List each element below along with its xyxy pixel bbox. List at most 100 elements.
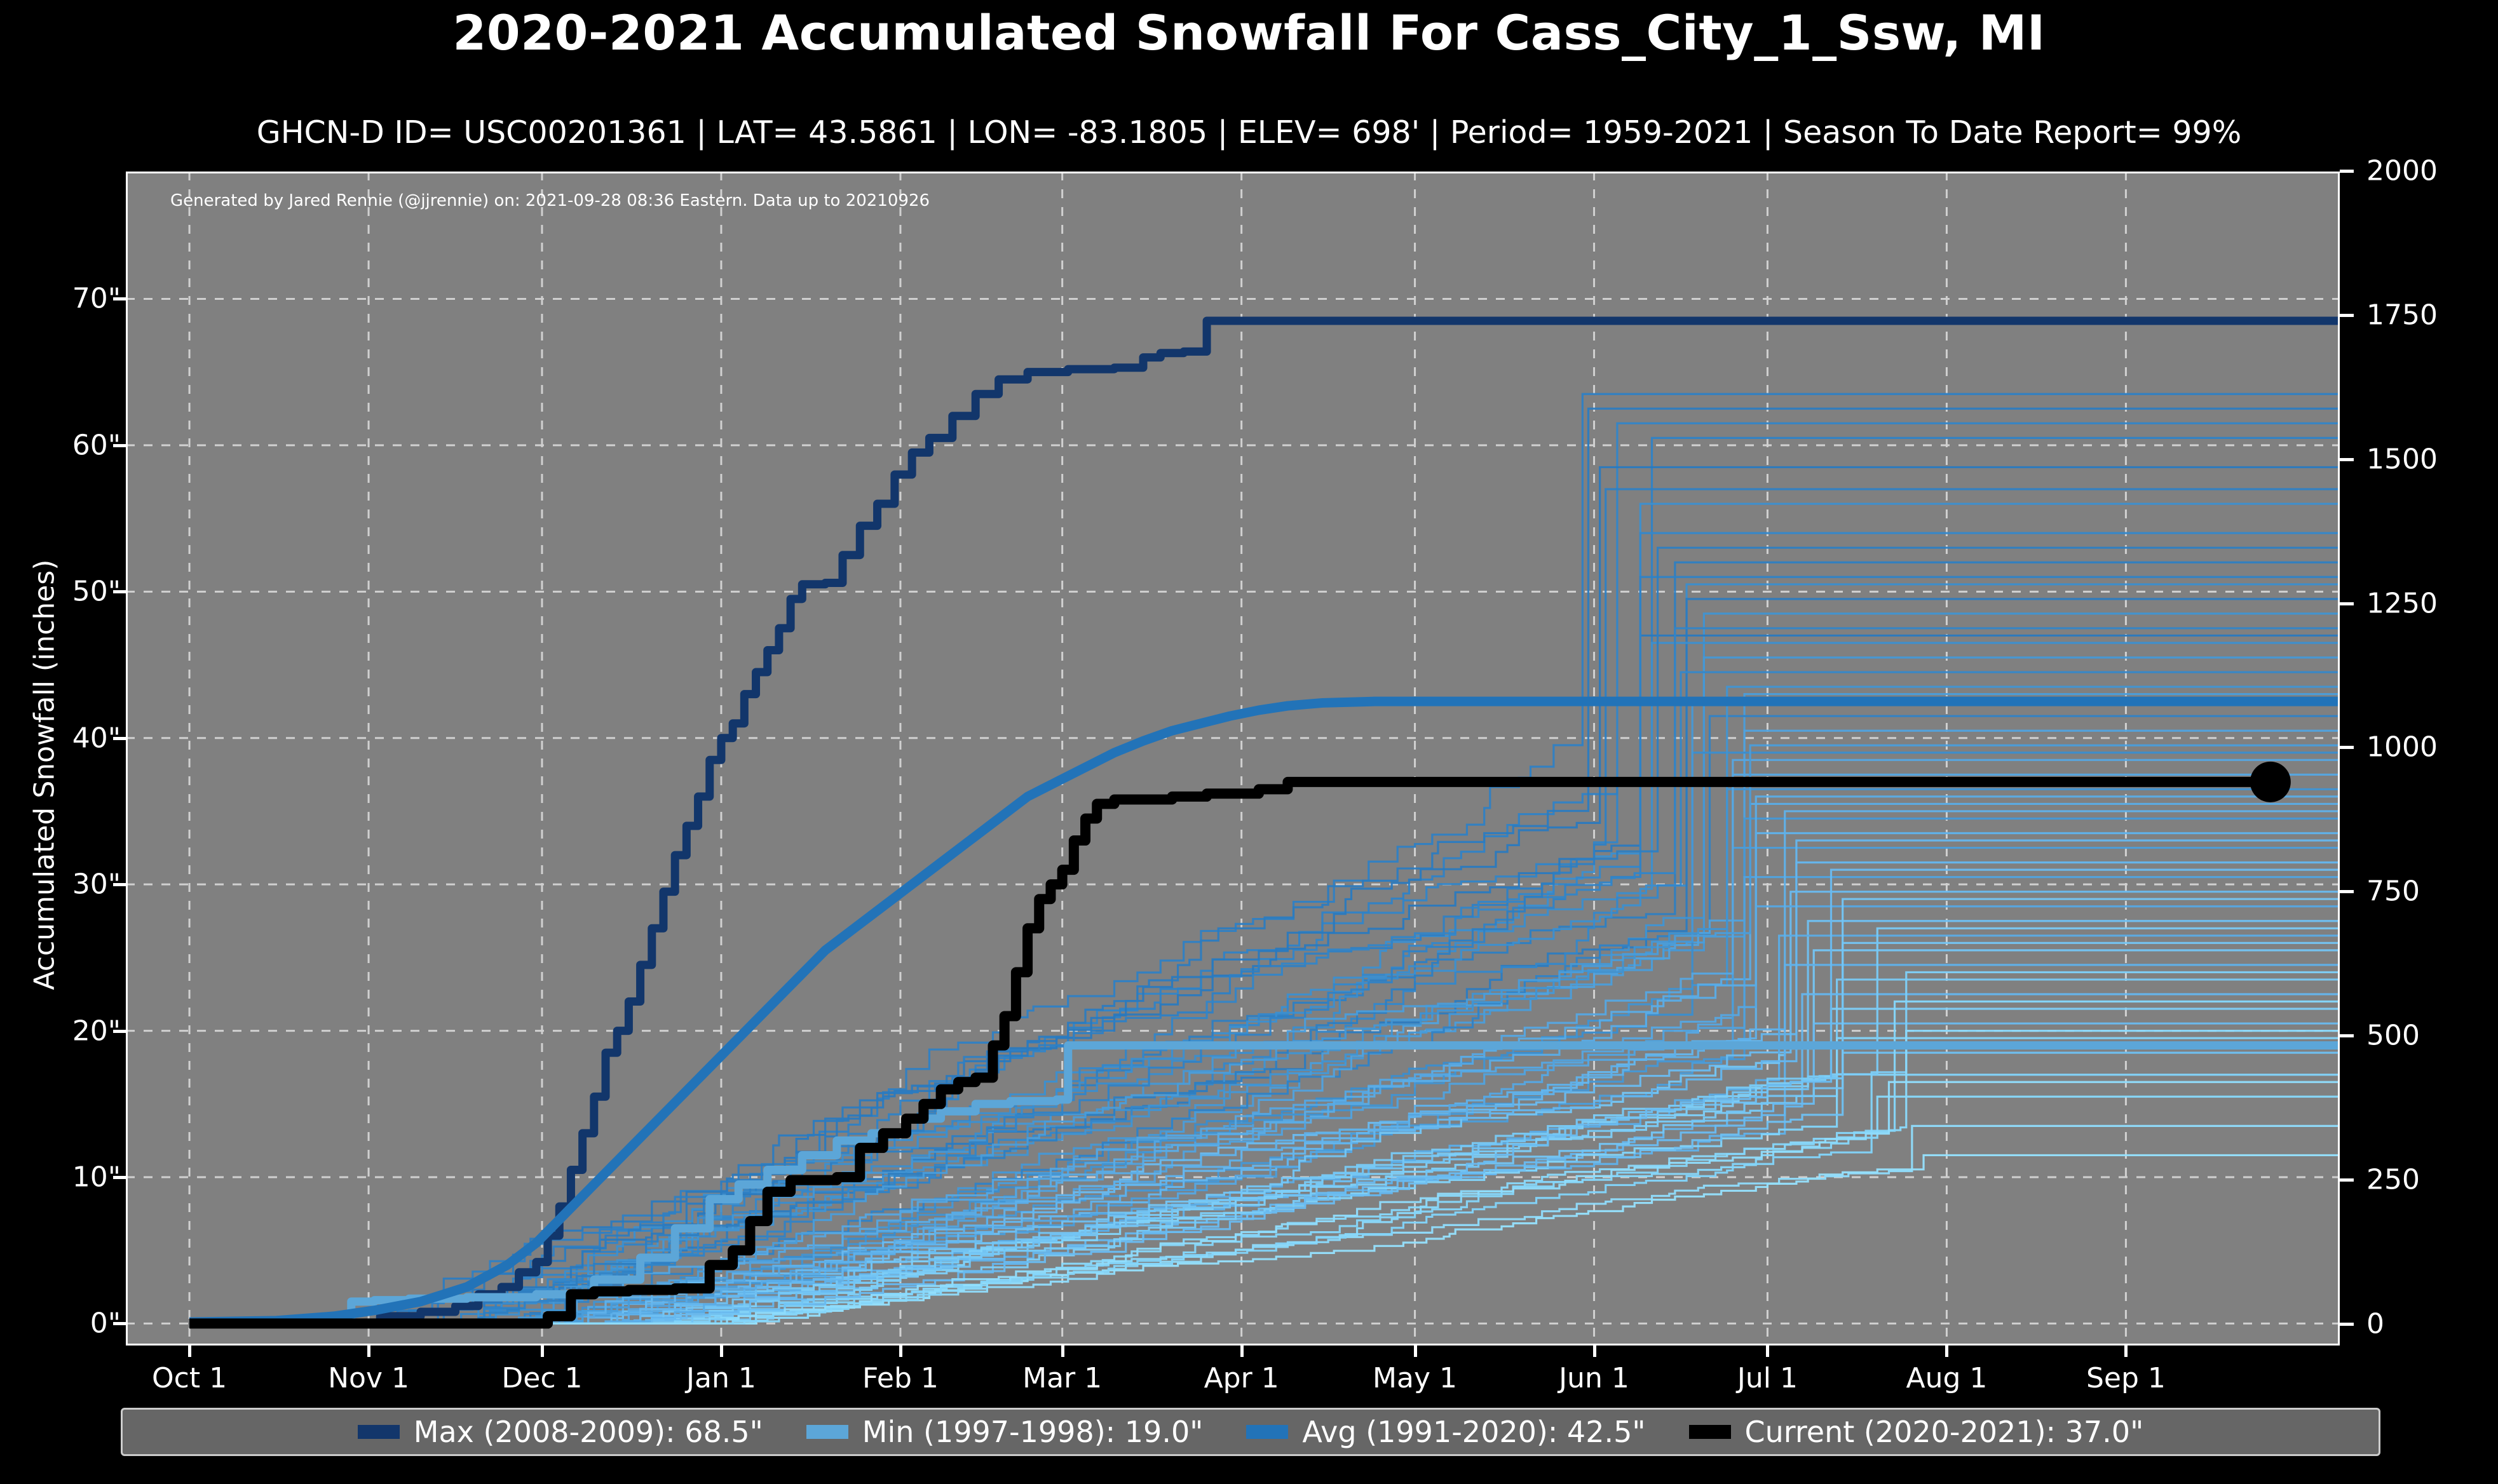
legend-item-avg[interactable]: Avg (1991-2020): 42.5": [1246, 1415, 1646, 1449]
historical-season-trace: [189, 422, 2340, 1325]
generated-by-annotation: Generated by Jared Rennie (@jjrennie) on…: [170, 191, 930, 210]
x-axis-tickmark: [1240, 1346, 1244, 1357]
legend-item-max[interactable]: Max (2008-2009): 68.5": [357, 1415, 763, 1449]
historical-season-trace: [189, 693, 2340, 1325]
y-axis-right-tick: 2000: [2366, 154, 2438, 187]
y-axis-left-tick: 0": [90, 1307, 121, 1340]
x-axis-tick: May 1: [1373, 1362, 1458, 1394]
y-axis-left-tick: 30": [72, 868, 121, 901]
legend-swatch-icon: [1688, 1425, 1731, 1439]
historical-season-trace: [189, 978, 2340, 1325]
y-axis-right-tickmark: [2340, 1322, 2354, 1326]
y-axis-left-tickmark: [113, 736, 126, 740]
y-axis-left-tickmark: [113, 443, 126, 447]
x-axis-tick: Sep 1: [2086, 1362, 2166, 1394]
x-axis-tickmark: [1766, 1346, 1770, 1357]
chart-subtitle: GHCN-D ID= USC00201361 | LAT= 43.5861 | …: [256, 114, 2242, 151]
x-axis-tick: Jan 1: [686, 1362, 756, 1394]
historical-season-trace: [189, 876, 2340, 1325]
y-axis-right-tickmark: [2340, 170, 2354, 173]
historical-season-trace: [189, 788, 2340, 1325]
x-axis-tick: Apr 1: [1204, 1362, 1279, 1394]
historical-season-trace: [189, 941, 2340, 1325]
x-axis-tickmark: [2124, 1346, 2128, 1357]
historical-season-trace: [189, 1154, 2340, 1325]
y-axis-left-tick: 60": [72, 429, 121, 462]
y-axis-right-tick: 1250: [2366, 587, 2438, 619]
y-axis-left-label: Accumulated Snowfall (inches): [28, 559, 61, 990]
plot-area: [126, 172, 2340, 1346]
x-axis-tick: Jul 1: [1737, 1362, 1798, 1394]
y-axis-left-tickmark: [113, 1176, 126, 1179]
historical-season-trace: [189, 891, 2340, 1325]
x-axis-tickmark: [1413, 1346, 1417, 1357]
y-axis-right-tick: 1000: [2366, 731, 2438, 764]
y-axis-left-tickmark: [113, 590, 126, 594]
x-axis-tick: Nov 1: [328, 1362, 409, 1394]
series-line-max: [189, 316, 2340, 1328]
x-axis-tickmark: [719, 1346, 723, 1357]
legend-item-min[interactable]: Min (1997-1998): 19.0": [806, 1415, 1204, 1449]
y-axis-left-tickmark: [113, 883, 126, 887]
y-axis-right-tick: 1750: [2366, 299, 2438, 332]
y-axis-right-tickmark: [2340, 1034, 2354, 1037]
y-axis-right-tick: 1500: [2366, 443, 2438, 476]
historical-season-trace: [189, 795, 2340, 1325]
historical-season-trace: [189, 1022, 2340, 1325]
historical-season-trace: [189, 1000, 2340, 1325]
x-axis-tickmark: [188, 1346, 192, 1357]
x-axis-tick: Jun 1: [1559, 1362, 1629, 1394]
y-axis-right-tick: 500: [2366, 1019, 2420, 1052]
legend-swatch-icon: [1246, 1425, 1289, 1439]
y-axis-right-tickmark: [2340, 1178, 2354, 1182]
chart-legend: Max (2008-2009): 68.5" Min (1997-1998): 1…: [121, 1408, 2380, 1456]
y-axis-right-tickmark: [2340, 602, 2354, 605]
historical-season-trace: [189, 576, 2340, 1325]
x-axis-tickmark: [1592, 1346, 1596, 1357]
x-axis-tickmark: [367, 1346, 371, 1357]
historical-season-trace: [189, 627, 2340, 1325]
y-axis-right-tickmark: [2340, 457, 2354, 461]
x-axis-tick: Feb 1: [862, 1362, 939, 1394]
y-axis-left-tickmark: [113, 1322, 126, 1326]
x-axis-tickmark: [1061, 1346, 1064, 1357]
legend-label: Current (2020-2021): 37.0": [1744, 1415, 2144, 1449]
historical-season-trace: [189, 868, 2340, 1325]
y-axis-left-tick: 20": [72, 1015, 121, 1048]
historical-season-trace: [189, 407, 2340, 1325]
y-axis-right-tick: 750: [2366, 875, 2420, 908]
y-axis-left-tick: 10": [72, 1161, 121, 1194]
y-axis-left-tick: 40": [72, 722, 121, 755]
legend-label: Avg (1991-2020): 42.5": [1302, 1415, 1646, 1449]
legend-label: Max (2008-2009): 68.5": [413, 1415, 763, 1449]
historical-season-trace: [189, 393, 2340, 1325]
historical-season-trace: [189, 546, 2340, 1325]
series-line-avg: [189, 696, 2340, 1327]
plot-background: [126, 172, 2340, 1346]
x-axis-tick: Aug 1: [1906, 1362, 1988, 1394]
y-axis-right-tick: 0: [2366, 1307, 2384, 1340]
historical-season-trace: [189, 634, 2340, 1325]
y-axis-right-tick: 250: [2366, 1163, 2420, 1196]
historical-season-trace: [189, 905, 2340, 1325]
y-axis-right-tickmark: [2340, 746, 2354, 750]
x-axis-tick: Oct 1: [152, 1362, 227, 1394]
legend-item-current[interactable]: Current (2020-2021): 37.0": [1688, 1415, 2144, 1449]
x-axis-tick: Mar 1: [1022, 1362, 1103, 1394]
x-axis-tickmark: [540, 1346, 544, 1357]
legend-label: Min (1997-1998): 19.0": [862, 1415, 1204, 1449]
page-title: 2020-2021 Accumulated Snowfall For Cass_…: [452, 4, 2046, 61]
x-axis-tickmark: [899, 1346, 902, 1357]
y-axis-right-tickmark: [2340, 313, 2354, 317]
y-axis-left-tick: 70": [72, 282, 121, 315]
x-axis-tick: Dec 1: [501, 1362, 583, 1394]
y-axis-left-tick: 50": [72, 575, 121, 608]
legend-swatch-icon: [806, 1425, 848, 1439]
y-axis-right-tickmark: [2340, 890, 2354, 894]
historical-season-trace: [189, 744, 2340, 1325]
y-axis-left-tickmark: [113, 297, 126, 301]
y-axis-left-tickmark: [113, 1029, 126, 1033]
historical-season-trace: [189, 1081, 2340, 1325]
current-endpoint-marker: [2250, 761, 2291, 802]
